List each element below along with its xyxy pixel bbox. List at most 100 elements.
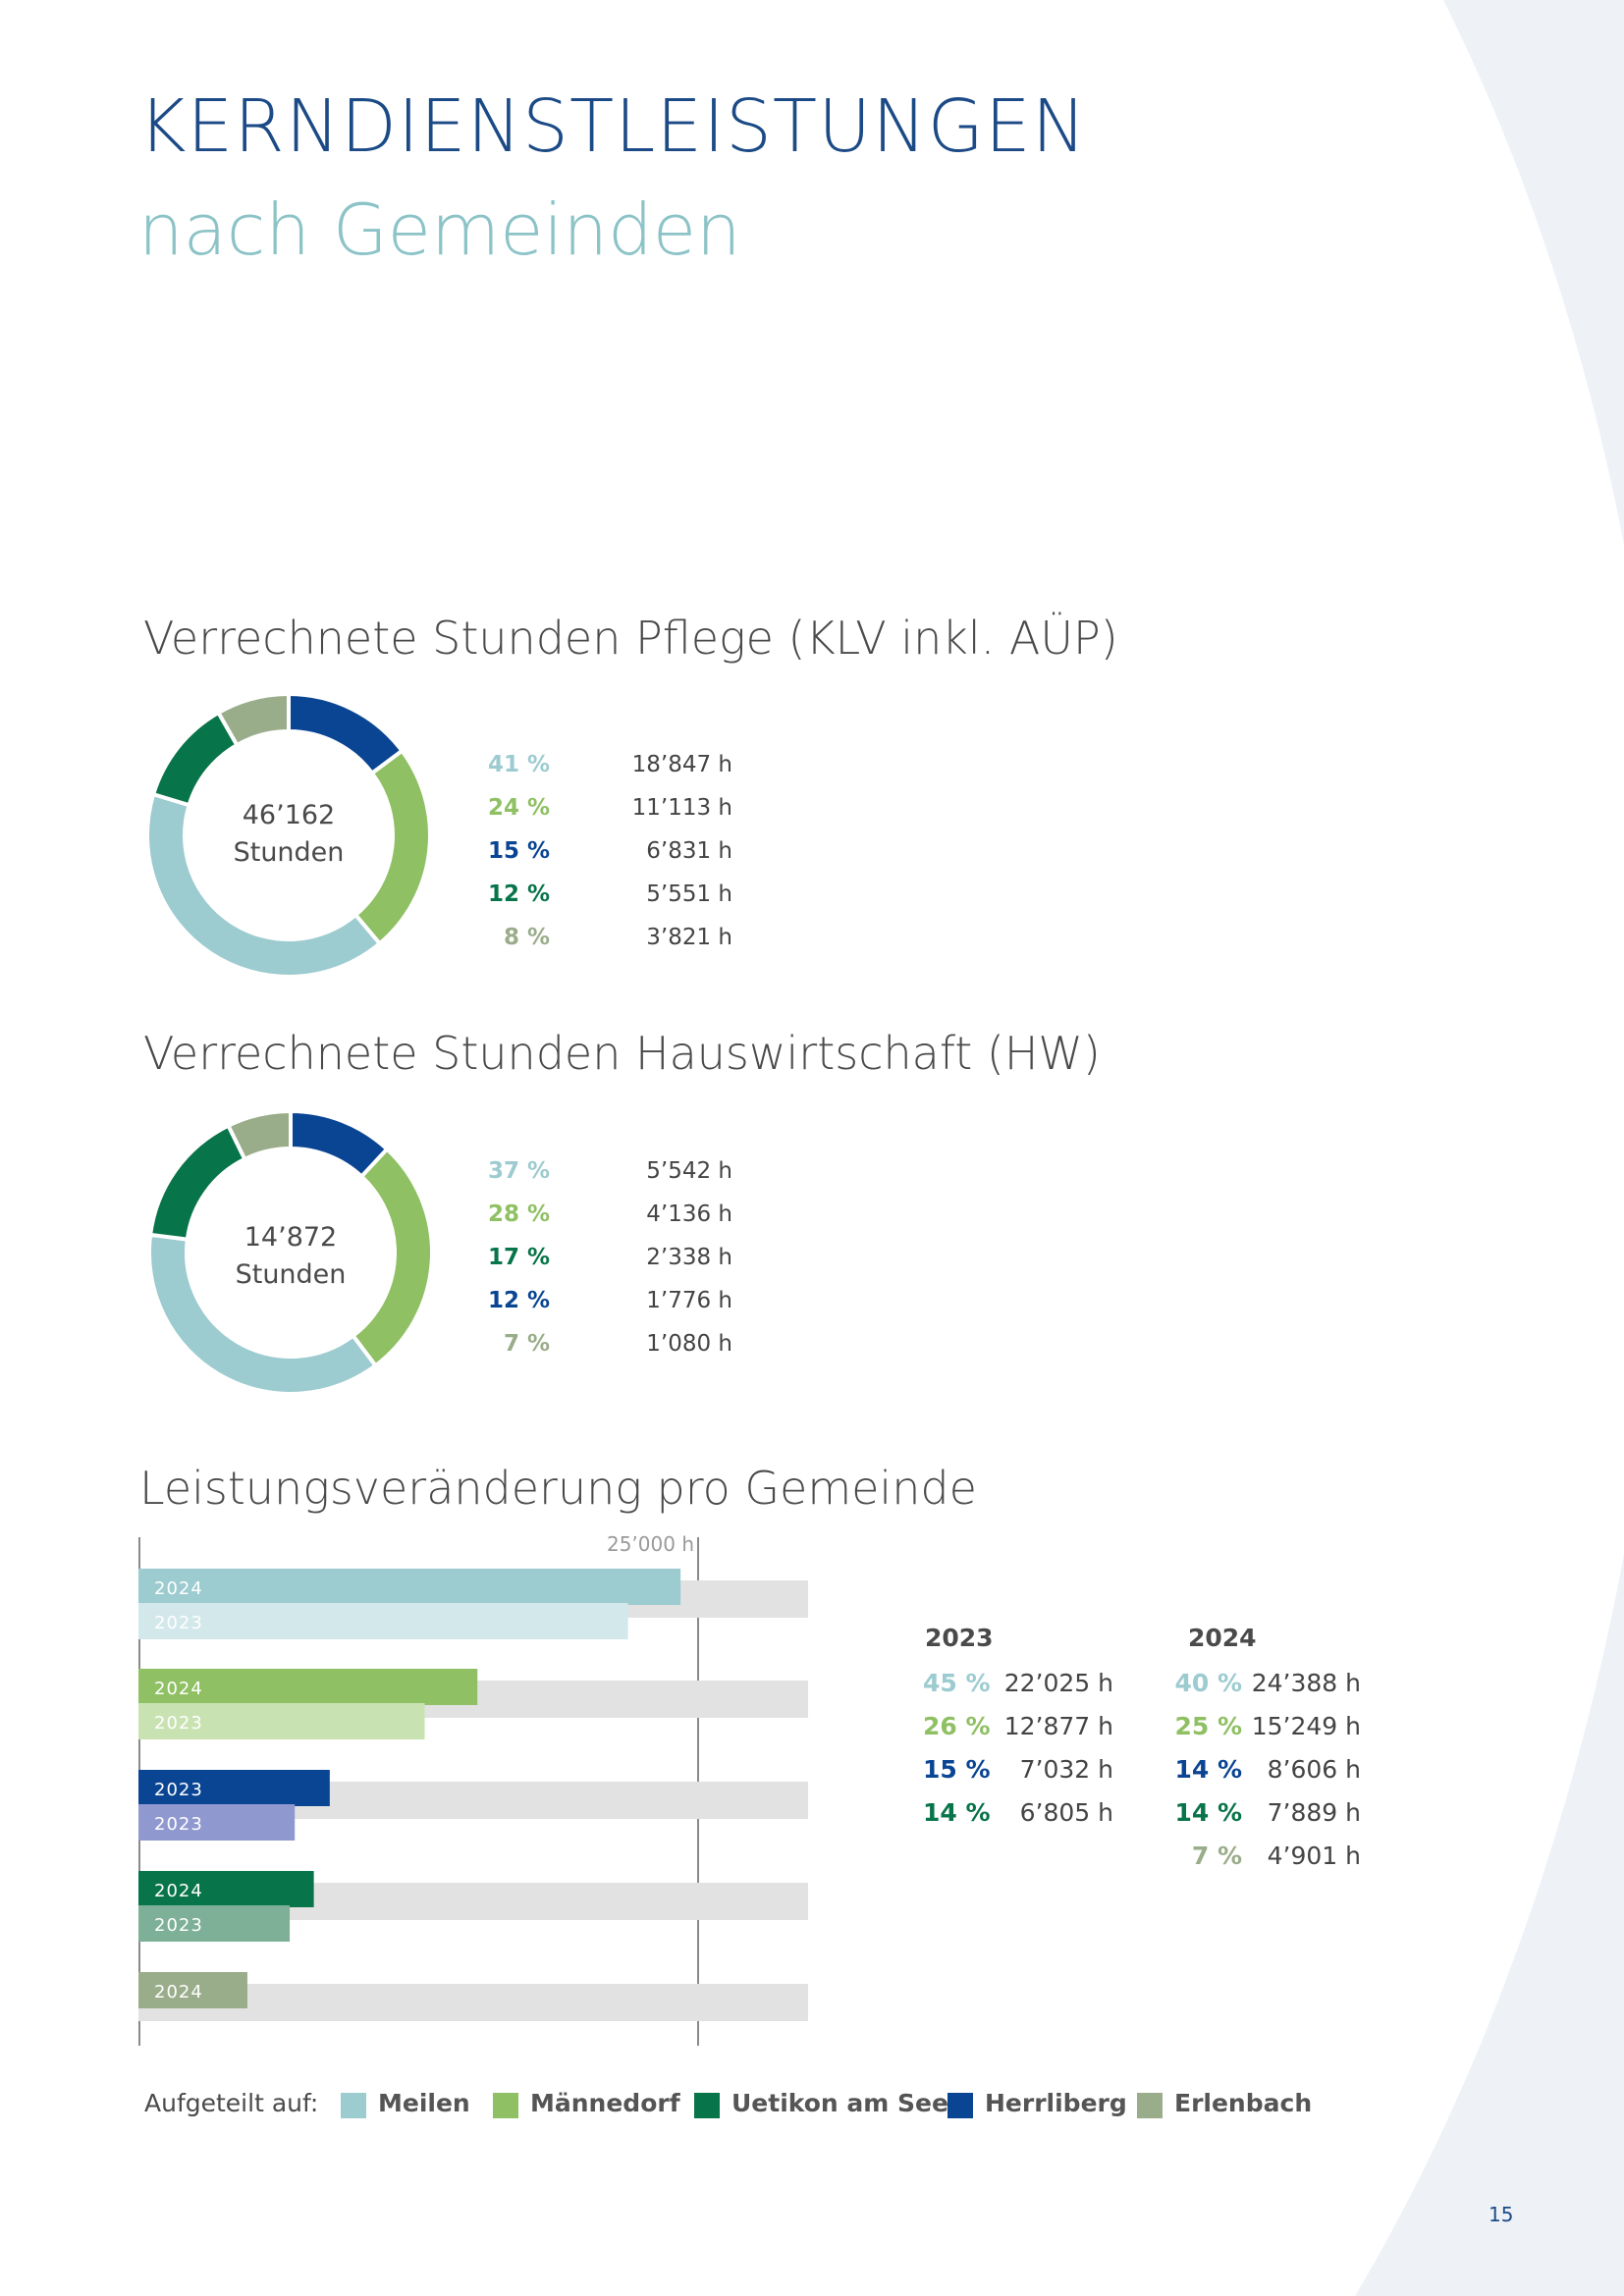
- bar-year-label: 2023: [154, 1915, 203, 1936]
- legend-swatch: [341, 2093, 366, 2118]
- legend-swatch: [1137, 2093, 1163, 2118]
- hw-row-pct: 28 %: [487, 1201, 550, 1227]
- hw-row-value: 1’776 h: [646, 1288, 732, 1313]
- pflege-row-pct: 41 %: [487, 752, 550, 777]
- change-2024-pct: 7 %: [1191, 1842, 1242, 1870]
- hw-unit: Stunden: [235, 1259, 347, 1290]
- bar-year-label: 2024: [154, 1679, 203, 1699]
- page-subtitle: nach Gemeinden: [138, 188, 741, 271]
- hw-row: 37 % 5’542 h: [471, 1158, 732, 1188]
- bar-erlenbach-0: [138, 1972, 247, 2008]
- pflege-row-pct: 24 %: [487, 795, 550, 821]
- pflege-row-value: 6’831 h: [646, 838, 732, 864]
- hw-row-value: 5’542 h: [646, 1158, 732, 1184]
- pflege-row-value: 5’551 h: [646, 881, 732, 907]
- bar-maennedorf-0: [138, 1669, 478, 1705]
- legend-name: Herrliberg: [985, 2089, 1127, 2117]
- hw-row: 12 % 1’776 h: [471, 1288, 732, 1317]
- bar-year-label: 2023: [154, 1713, 203, 1734]
- hw-donut-center: 14’872 Stunden: [147, 1219, 434, 1294]
- hw-values-table: 37 % 5’542 h 28 % 4’136 h 17 % 2’338 h 12 % 1’7…: [471, 1158, 766, 1364]
- change-2023-pct: 14 %: [923, 1798, 991, 1827]
- legend-swatch: [493, 2093, 518, 2118]
- hw-row-pct: 7 %: [503, 1331, 550, 1357]
- pflege-unit: Stunden: [233, 837, 345, 868]
- legend-name: Männedorf: [530, 2089, 680, 2117]
- pflege-section-title: Verrechnete Stunden Pflege (KLV inkl. AÜ…: [143, 612, 1118, 665]
- bar-meilen-0: [138, 1569, 681, 1605]
- change-2024-pct: 40 %: [1174, 1669, 1242, 1697]
- hw-total: 14’872: [244, 1222, 338, 1253]
- pflege-row-pct: 8 %: [503, 925, 550, 950]
- bar-uetikon-0: [138, 1871, 314, 1907]
- change-2024-pct: 14 %: [1174, 1755, 1242, 1784]
- pflege-row-pct: 12 %: [487, 881, 550, 907]
- col-2024-header: 2024: [1188, 1624, 1257, 1652]
- change-2024-value: 15’249 h: [1251, 1712, 1361, 1740]
- change-2023-value: 6’805 h: [1019, 1798, 1113, 1827]
- change-2024-value: 24’388 h: [1251, 1669, 1361, 1697]
- donut-slice-meilen: [145, 791, 383, 979]
- page-title: KERNDIENSTLEISTUNGEN: [138, 84, 1088, 169]
- bar-year-label: 2023: [154, 1613, 203, 1633]
- pflege-row: 41 % 18’847 h: [471, 752, 732, 781]
- donut-slice-erlenbach: [225, 1109, 293, 1162]
- change-2023-pct: 26 %: [923, 1712, 991, 1740]
- change-2024-value: 4’901 h: [1267, 1842, 1361, 1870]
- page-number: 15: [1489, 2203, 1514, 2226]
- bar-track-erlenbach: [138, 1984, 808, 2021]
- change-bar-chart: 25’000 h 2024 2023 2024 2023 2023 2023 2024 2023…: [138, 1532, 808, 2046]
- legend-label: Aufgeteilt auf:: [144, 2089, 319, 2117]
- legend-name: Meilen: [378, 2089, 470, 2117]
- pflege-donut-chart: [145, 692, 432, 979]
- pflege-total: 46’162: [242, 800, 336, 830]
- hw-row-value: 4’136 h: [646, 1201, 732, 1227]
- col-2023-header: 2023: [925, 1624, 994, 1652]
- legend-swatch: [694, 2093, 720, 2118]
- change-2024-pct: 14 %: [1174, 1798, 1242, 1827]
- pflege-row-pct: 15 %: [487, 838, 550, 864]
- legend-swatch: [947, 2093, 973, 2118]
- hw-row: 28 % 4’136 h: [471, 1201, 732, 1231]
- pflege-row-value: 3’821 h: [646, 925, 732, 950]
- hw-donut-chart: [147, 1109, 434, 1396]
- bar-meilen-1: [138, 1603, 628, 1639]
- hw-row: 7 % 1’080 h: [471, 1331, 732, 1361]
- hw-section-title: Verrechnete Stunden Hauswirtschaft (HW): [143, 1027, 1101, 1080]
- reference-line-label: 25’000 h: [607, 1532, 694, 1556]
- change-2023-value: 22’025 h: [1003, 1669, 1113, 1697]
- donut-slice-meilen: [147, 1232, 379, 1396]
- bar-year-label: 2024: [154, 1881, 203, 1901]
- change-2024-value: 7’889 h: [1267, 1798, 1361, 1827]
- donut-slice-erlenbach: [215, 692, 291, 748]
- change-2023-value: 7’032 h: [1019, 1755, 1113, 1784]
- change-section-title: Leistungsveränderung pro Gemeinde: [139, 1462, 977, 1515]
- bar-year-label: 2024: [154, 1578, 203, 1599]
- pflege-row: 8 % 3’821 h: [471, 925, 732, 954]
- pflege-row-value: 18’847 h: [631, 752, 732, 777]
- pflege-donut-center: 46’162 Stunden: [145, 797, 432, 872]
- pflege-row: 12 % 5’551 h: [471, 881, 732, 911]
- bar-uetikon-1: [138, 1905, 291, 1942]
- bar-year-label: 2023: [154, 1814, 203, 1835]
- hw-row-value: 2’338 h: [646, 1245, 732, 1270]
- bar-herrliberg-0: [138, 1770, 330, 1806]
- legend-name: Erlenbach: [1174, 2089, 1313, 2117]
- hw-row-pct: 17 %: [487, 1245, 550, 1270]
- hw-row: 17 % 2’338 h: [471, 1245, 732, 1274]
- change-2024-value: 8’606 h: [1267, 1755, 1361, 1784]
- pflege-row: 15 % 6’831 h: [471, 838, 732, 868]
- change-values-table: 2023 2024 45 % 22’025 h 26 % 12’877 h 15 % 7’…: [923, 1620, 1375, 1875]
- hw-row-pct: 12 %: [487, 1288, 550, 1313]
- bar-maennedorf-1: [138, 1703, 425, 1739]
- legend-name: Uetikon am See: [731, 2089, 948, 2117]
- change-2024-pct: 25 %: [1174, 1712, 1242, 1740]
- pflege-values-table: 41 % 18’847 h 24 % 11’113 h 15 % 6’831 h 12 % 5…: [471, 752, 766, 958]
- pflege-row: 24 % 11’113 h: [471, 795, 732, 825]
- hw-row-pct: 37 %: [487, 1158, 550, 1184]
- pflege-row-value: 11’113 h: [631, 795, 732, 821]
- change-2023-value: 12’877 h: [1003, 1712, 1113, 1740]
- bar-year-label: 2024: [154, 1982, 203, 2002]
